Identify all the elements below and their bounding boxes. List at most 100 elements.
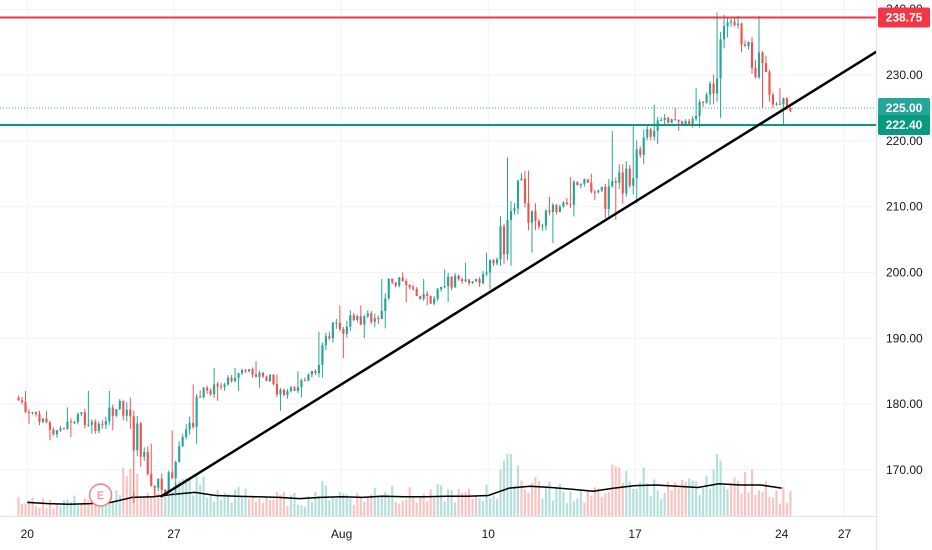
candle-body	[286, 390, 289, 396]
candle-body	[80, 412, 83, 414]
candle-body	[447, 276, 450, 287]
candle-down	[272, 374, 275, 386]
volume-bar	[611, 464, 614, 516]
candle-body	[474, 279, 478, 282]
volume-bar	[778, 503, 782, 516]
volume-bar	[426, 501, 429, 516]
candle-body	[27, 412, 31, 414]
candle-down	[534, 203, 537, 231]
candle-body	[499, 226, 502, 260]
candle-up	[653, 104, 656, 141]
candle-up	[300, 378, 303, 398]
volume-bar	[450, 490, 453, 516]
candle-up	[136, 415, 139, 457]
candle-body	[150, 473, 153, 486]
candlestick-series	[17, 12, 792, 503]
candle-body	[719, 39, 722, 79]
volume-bar	[481, 500, 485, 516]
candle-body	[349, 315, 352, 327]
volume-bar	[674, 482, 677, 516]
price-axis[interactable]: 170.00 180.00 190.00 200.00 210.00 220.00 230.…	[876, 0, 932, 550]
volume-bar	[394, 502, 397, 516]
candle-body	[94, 421, 97, 431]
volume-bar	[213, 501, 216, 516]
volume-bar	[251, 495, 254, 516]
volume-bar	[433, 497, 436, 516]
candle-body	[726, 22, 729, 27]
candle-body	[104, 421, 107, 425]
candle-body	[48, 422, 52, 430]
candle-body	[213, 384, 216, 395]
candle-body	[485, 272, 488, 275]
volume-bar	[548, 481, 551, 516]
volume-bar	[202, 476, 205, 516]
horizontal-levels[interactable]	[0, 16, 876, 127]
candle-body	[391, 278, 394, 283]
time-axis[interactable]: 20 27 Aug 10 17 24 27	[0, 0, 877, 550]
volume-bar	[478, 498, 481, 516]
candle-down	[569, 177, 572, 208]
volume-bar	[663, 492, 666, 516]
candle-body	[481, 274, 485, 283]
candle-down	[527, 170, 530, 231]
candle-down	[101, 420, 104, 429]
volume-bar	[569, 491, 572, 516]
candle-body	[345, 326, 348, 334]
candle-down	[293, 386, 296, 392]
volume-bar	[495, 498, 499, 516]
volume-bar	[691, 480, 694, 516]
candle-body	[335, 322, 338, 324]
candle-body	[401, 277, 404, 281]
candle-down	[702, 101, 705, 107]
volume-bar	[384, 491, 387, 516]
candle-down	[502, 223, 506, 264]
candle-down	[146, 446, 149, 476]
candle-body	[695, 115, 698, 120]
candle-up	[471, 280, 474, 284]
candle-down	[199, 390, 202, 398]
candle-body	[600, 186, 603, 191]
candle-down	[220, 382, 223, 390]
candle-body	[289, 387, 293, 391]
candle-body	[202, 387, 205, 398]
candle-body	[181, 437, 184, 447]
volume-bar	[474, 495, 478, 516]
candle-down	[216, 381, 219, 401]
candle-body	[457, 275, 460, 280]
candle-up	[31, 411, 34, 415]
candle-body	[688, 121, 691, 126]
candle-body	[677, 120, 680, 122]
volume-bar	[572, 500, 575, 516]
trendline[interactable]	[160, 50, 878, 498]
candle-body	[607, 186, 610, 209]
volume-bar	[247, 498, 251, 516]
trendline-drawing[interactable]	[160, 50, 878, 498]
volume-bar	[733, 477, 736, 516]
candle-body	[76, 413, 79, 422]
volume-bar	[597, 488, 600, 516]
candle-up	[66, 407, 69, 430]
candle-body	[83, 412, 86, 426]
candle-down	[743, 40, 747, 47]
candle-down	[171, 430, 174, 480]
volume-bar	[111, 501, 114, 516]
candle-body	[757, 52, 761, 78]
grid	[0, 0, 876, 516]
candle-down	[83, 408, 86, 429]
volume-bar	[171, 491, 174, 516]
candle-down	[468, 279, 471, 286]
candle-down	[303, 377, 307, 382]
candle-up	[237, 373, 240, 391]
candle-up	[324, 332, 327, 351]
volume-bar	[754, 495, 757, 516]
candle-down	[94, 419, 97, 434]
candle-down	[537, 218, 541, 230]
volume-bar	[509, 454, 513, 516]
candle-down	[429, 295, 432, 304]
candle-up	[642, 129, 645, 165]
candle-body	[55, 430, 59, 435]
candle-body	[537, 221, 541, 227]
candle-up	[600, 186, 603, 193]
